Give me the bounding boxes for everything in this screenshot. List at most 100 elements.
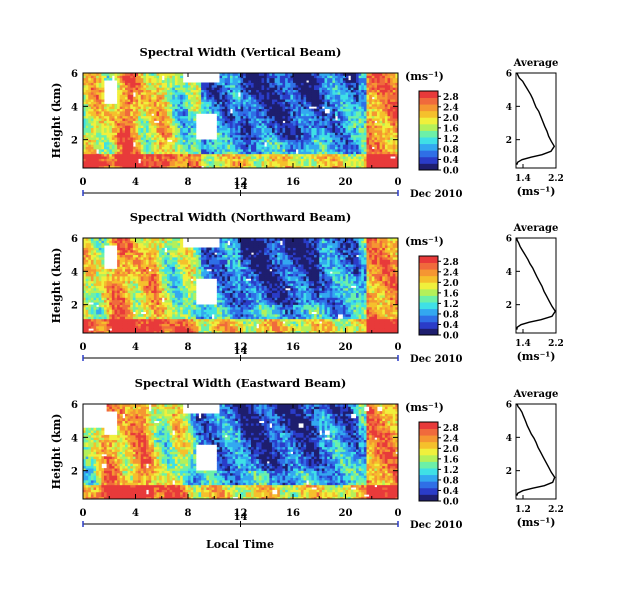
heatmap-cell: [369, 120, 373, 124]
heatmap-cell: [216, 134, 220, 138]
heatmap-cell: [206, 156, 210, 159]
heatmap-cell: [224, 144, 228, 148]
heatmap-cell: [287, 130, 291, 133]
heatmap-cell: [269, 77, 273, 81]
heatmap-cell: [93, 259, 97, 263]
heatmap-cell: [85, 82, 89, 86]
heatmap-cell: [248, 101, 252, 105]
heatmap-cell: [243, 134, 247, 138]
heatmap-cell: [193, 149, 197, 152]
heatmap-cell: [182, 158, 186, 162]
heatmap-cell: [146, 82, 150, 86]
heatmap-cell: [88, 163, 92, 167]
heatmap-cell: [101, 82, 105, 86]
heatmap-cell: [327, 158, 331, 162]
heatmap-cell: [308, 75, 312, 79]
heatmap-cell: [274, 99, 278, 102]
heatmap-cell: [264, 77, 268, 81]
heatmap-cell: [135, 122, 139, 126]
heatmap-cell: [329, 89, 333, 93]
heatmap-cell: [88, 259, 92, 263]
heatmap-cell: [316, 158, 320, 162]
heatmap-cell: [345, 146, 349, 150]
heatmap-cell: [235, 80, 239, 83]
heatmap-cell: [350, 87, 354, 91]
heatmap-cell: [306, 120, 310, 124]
heatmap-cell: [392, 113, 396, 117]
heatmap-cell: [211, 101, 215, 105]
heatmap-cell: [146, 115, 150, 119]
heatmap-cell: [269, 111, 273, 114]
heatmap-cell: [353, 101, 357, 105]
heatmap-cell: [237, 151, 241, 155]
heatmap-cell: [356, 94, 360, 98]
heatmap-cell: [130, 149, 134, 152]
heatmap-cell: [127, 99, 131, 102]
heatmap-cell: [119, 118, 123, 121]
heatmap-cell: [140, 130, 144, 133]
x-tick-label: 12: [234, 177, 248, 188]
heatmap-cell: [180, 158, 184, 162]
heatmap-cell: [227, 153, 231, 157]
heatmap-cell: [332, 82, 336, 86]
heatmap-cell: [125, 122, 129, 126]
heatmap-cell: [366, 108, 370, 112]
heatmap-cell: [290, 151, 294, 155]
heatmap-cell: [300, 77, 304, 81]
heatmap-cell: [272, 77, 276, 81]
heatmap-cell: [117, 160, 121, 164]
heatmap-cell: [148, 153, 152, 157]
heatmap-cell: [342, 120, 346, 124]
heatmap-cell: [342, 125, 346, 129]
heatmap-cell: [164, 144, 168, 148]
heatmap-cell: [358, 101, 362, 105]
heatmap-cell: [285, 151, 289, 155]
heatmap-cell: [180, 120, 184, 124]
heatmap-cell: [101, 247, 105, 251]
heatmap-cell: [295, 101, 299, 105]
heatmap-cell: [190, 94, 194, 98]
heatmap-cell: [151, 156, 155, 159]
heatmap-cell: [329, 77, 333, 81]
heatmap-cell: [379, 122, 383, 126]
heatmap-cell: [177, 144, 181, 148]
heatmap-cell: [272, 141, 276, 145]
heatmap-cell: [353, 134, 357, 138]
heatmap-cell: [342, 165, 346, 169]
heatmap-cell: [350, 130, 354, 133]
heatmap-cell: [366, 156, 370, 159]
heatmap-cell: [193, 108, 197, 112]
heatmap-cell: [300, 80, 304, 83]
heatmap-cell: [222, 101, 226, 105]
heatmap-cell: [83, 240, 87, 244]
heatmap-cell: [269, 127, 273, 131]
heatmap-cell: [114, 108, 118, 112]
heatmap-cell: [85, 280, 89, 284]
heatmap-cell: [345, 80, 349, 83]
heatmap-cell: [90, 261, 94, 265]
heatmap-cell: [93, 125, 97, 129]
heatmap-cell: [201, 94, 205, 98]
heatmap-cell: [395, 113, 399, 117]
heatmap-cell: [282, 80, 286, 83]
heatmap-cell: [230, 158, 234, 162]
heatmap-cell: [348, 120, 352, 124]
heatmap-cell: [274, 101, 278, 105]
heatmap-cell: [277, 158, 281, 162]
heatmap-cell: [395, 127, 399, 131]
heatmap-cell: [88, 273, 92, 277]
heatmap-cell: [85, 125, 89, 129]
heatmap-cell: [106, 146, 110, 150]
heatmap-cell: [169, 137, 173, 140]
heatmap-cell: [83, 238, 87, 241]
heatmap-cell: [143, 160, 147, 164]
heatmap-cell: [138, 75, 142, 79]
heatmap-cell: [293, 118, 297, 121]
heatmap-cell: [85, 287, 89, 291]
heatmap-cell: [101, 144, 105, 148]
heatmap-cell: [251, 108, 255, 112]
heatmap-cell: [353, 89, 357, 93]
heatmap-cell: [219, 130, 223, 133]
heatmap-cell: [117, 87, 121, 91]
heatmap-cell: [311, 82, 315, 86]
